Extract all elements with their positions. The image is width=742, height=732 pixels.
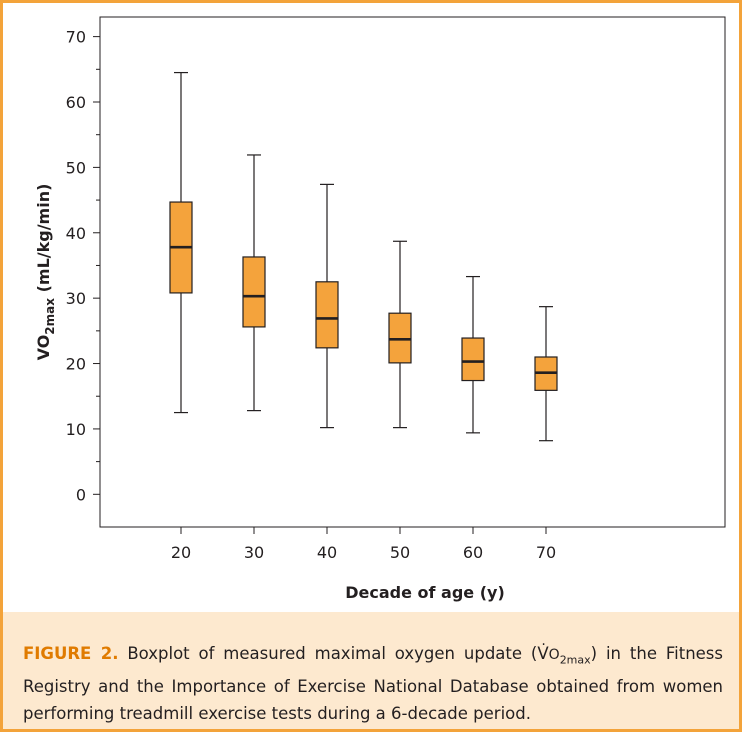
- y-title-unit: (mL/kg/min): [34, 184, 53, 298]
- y-axis-title: VO2max (mL/kg/min): [34, 184, 57, 361]
- x-tick-label: 60: [463, 543, 483, 562]
- caption-text-before: Boxplot of measured maximal oxygen updat…: [118, 644, 538, 663]
- iqr-box: [242, 256, 266, 328]
- x-tick-label: 70: [536, 543, 556, 562]
- y-tick-label: 40: [66, 224, 86, 243]
- y-tick-label: 70: [66, 28, 86, 47]
- figure-label: FIGURE 2.: [23, 644, 119, 663]
- y-title-o: O: [34, 335, 53, 349]
- y-tick-label: 0: [76, 485, 86, 504]
- y-tick-label: 10: [66, 420, 86, 439]
- vo2-v: V: [537, 644, 549, 663]
- boxplot-chart: 0 10 20 30 40 50 60 70 20 30 40 50 60 70 VO2max (mL/k…: [34, 16, 726, 602]
- caption-text-after: ) in the Fitness Registry and the Import…: [23, 644, 724, 724]
- iqr-box: [388, 312, 412, 364]
- y-title-sub: 2max: [43, 298, 57, 335]
- y-tick-label: 30: [66, 289, 86, 308]
- y-title-v: V: [34, 347, 53, 360]
- y-tick-label: 60: [66, 93, 86, 112]
- vo2-symbol: V · O2max: [537, 637, 591, 667]
- y-tick-label: 20: [66, 355, 86, 374]
- x-tick-label: 40: [317, 543, 337, 562]
- vo2-o: O: [548, 647, 560, 663]
- x-tick-label: 50: [390, 543, 410, 562]
- plot-area: 0 10 20 30 40 50 60 70 20 30 40 50 60 70: [66, 16, 726, 562]
- x-tick-label: 30: [244, 543, 264, 562]
- x-axis-title: Decade of age (y): [345, 583, 505, 602]
- iqr-box: [461, 337, 485, 382]
- figure-caption: FIGURE 2. Boxplot of measured maximal ox…: [23, 637, 724, 727]
- iqr-box: [315, 281, 339, 349]
- caption-box: FIGURE 2. Boxplot of measured maximal ox…: [3, 612, 739, 729]
- x-tick-label: 20: [171, 543, 191, 562]
- vo2-dot: ·: [541, 637, 546, 653]
- vo2-subscript: 2max: [559, 653, 591, 667]
- y-tick-label: 50: [66, 158, 86, 177]
- plot-border: [99, 16, 726, 528]
